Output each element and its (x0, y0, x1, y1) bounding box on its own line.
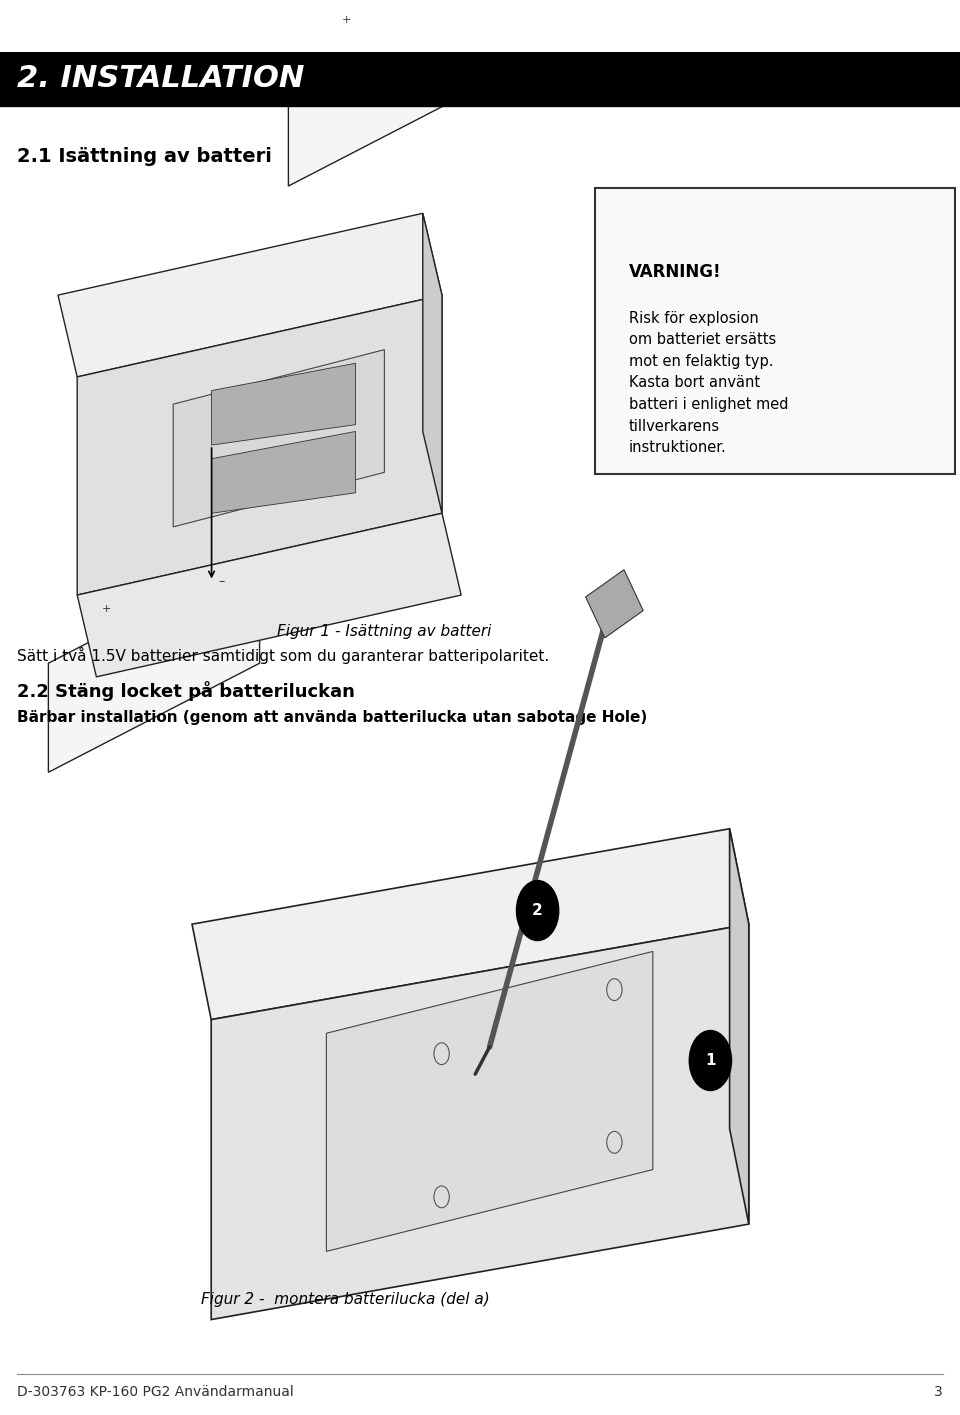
Text: +: + (342, 14, 350, 24)
Text: Risk för explosion
om batteriet ersätts
mot en felaktig typ.
Kasta bort använt
b: Risk för explosion om batteriet ersätts … (629, 311, 788, 456)
Polygon shape (211, 364, 355, 446)
Polygon shape (422, 214, 442, 514)
Polygon shape (586, 570, 643, 638)
Polygon shape (288, 0, 499, 185)
Text: 2.1 Isättning av batteri: 2.1 Isättning av batteri (17, 147, 272, 166)
Text: +: + (102, 604, 110, 614)
Text: 2.2 Stäng locket på batteriluckan: 2.2 Stäng locket på batteriluckan (17, 682, 355, 702)
Text: 1: 1 (706, 1053, 715, 1068)
Text: 2. INSTALLATION: 2. INSTALLATION (17, 64, 304, 93)
Text: –: – (439, 0, 445, 1)
Text: 2: 2 (532, 903, 543, 918)
Polygon shape (730, 829, 749, 1224)
Text: VARNING!: VARNING! (629, 263, 721, 282)
Polygon shape (192, 829, 749, 1020)
Text: Sätt i två 1.5V batterier samtidigt som du garanterar batteripolaritet.: Sätt i två 1.5V batterier samtidigt som … (17, 648, 549, 665)
Text: D-303763 KP-160 PG2 Användarmanual: D-303763 KP-160 PG2 Användarmanual (17, 1385, 294, 1398)
Circle shape (689, 1030, 732, 1091)
Polygon shape (173, 350, 384, 526)
FancyBboxPatch shape (595, 188, 955, 474)
Bar (0, 51, 960, 106)
Text: Figur 1 - Isättning av batteri: Figur 1 - Isättning av batteri (276, 624, 492, 640)
Text: Figur 2 -  montera batterilucka (del a): Figur 2 - montera batterilucka (del a) (202, 1292, 490, 1307)
Polygon shape (77, 514, 461, 676)
Polygon shape (48, 555, 259, 773)
Polygon shape (77, 296, 442, 596)
Polygon shape (58, 214, 442, 376)
Text: –: – (218, 574, 225, 587)
Polygon shape (326, 951, 653, 1251)
Polygon shape (211, 924, 749, 1320)
Text: 3: 3 (934, 1385, 943, 1398)
Text: Bärbar installation (genom att använda batterilucka utan sabotage Hole): Bärbar installation (genom att använda b… (17, 710, 648, 724)
Circle shape (516, 880, 559, 941)
Polygon shape (211, 432, 355, 514)
